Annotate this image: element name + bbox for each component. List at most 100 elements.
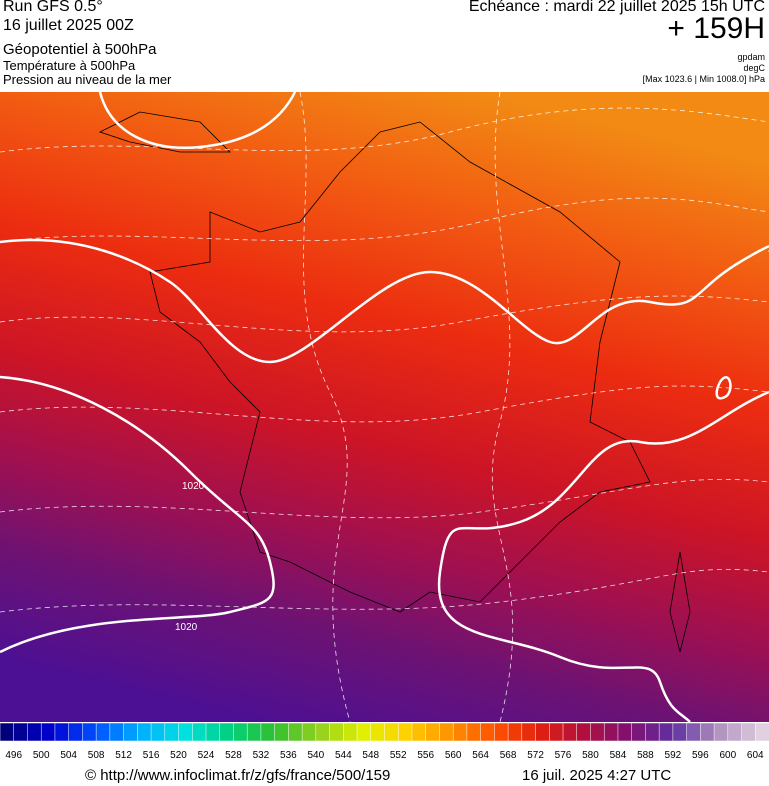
colorbar-label: 516 xyxy=(143,750,160,761)
color-swatch xyxy=(590,723,605,742)
colorbar-label: 544 xyxy=(335,750,352,761)
colorbar-label: 600 xyxy=(719,750,736,761)
colorbar-label: 520 xyxy=(170,750,187,761)
isotherms xyxy=(0,92,769,722)
temperature-field xyxy=(0,92,769,722)
color-swatch xyxy=(343,723,358,742)
colorbar-label: 552 xyxy=(390,750,407,761)
color-swatch xyxy=(246,723,262,742)
color-swatch xyxy=(617,723,633,742)
color-swatch xyxy=(13,723,29,742)
color-swatch xyxy=(425,723,441,742)
color-swatch xyxy=(356,723,372,742)
footer-url: © http://www.infoclimat.fr/z/gfs/france/… xyxy=(85,767,391,784)
color-swatch xyxy=(301,723,317,742)
color-swatch xyxy=(713,723,729,742)
color-swatch xyxy=(178,723,193,742)
color-swatch xyxy=(755,723,769,742)
run: Run GFS 0.5° xyxy=(3,0,103,15)
colorbar-label: 560 xyxy=(445,750,462,761)
color-swatch xyxy=(494,723,509,742)
color-swatch xyxy=(164,723,180,742)
color-swatch xyxy=(82,723,97,742)
colorbar-label: 564 xyxy=(472,750,489,761)
color-swatch xyxy=(150,723,166,742)
color-swatch xyxy=(205,723,221,742)
contour-label: 1020 xyxy=(182,481,205,492)
color-swatch xyxy=(384,723,399,742)
color-swatch xyxy=(192,723,207,742)
colorbar-label: 588 xyxy=(637,750,654,761)
color-swatch xyxy=(576,723,592,742)
color-swatch xyxy=(274,723,290,742)
color-swatch xyxy=(137,723,152,742)
color-swatch xyxy=(521,723,537,742)
color-swatch xyxy=(233,723,248,742)
color-swatch xyxy=(411,723,427,742)
colorbar-label: 576 xyxy=(555,750,572,761)
color-swatch xyxy=(288,723,303,742)
isobars xyxy=(0,92,769,722)
color-swatch xyxy=(397,723,413,742)
colorbar-label: 556 xyxy=(417,750,434,761)
color-swatch xyxy=(603,723,619,742)
color-swatch xyxy=(535,723,551,742)
color-swatch xyxy=(0,723,15,742)
color-swatch xyxy=(439,723,454,742)
color-swatch xyxy=(452,723,468,742)
color-swatch xyxy=(549,723,564,742)
range: [Max 1023.6 | Min 1008.0] hPa xyxy=(642,74,765,84)
field: Pression au niveau de la mer xyxy=(3,72,172,87)
map: 1020 1020 xyxy=(0,92,769,722)
borders xyxy=(98,111,691,653)
colorbar-label: 548 xyxy=(362,750,379,761)
color-swatch xyxy=(95,723,111,742)
color-swatch xyxy=(370,723,386,742)
field: Température à 500hPa xyxy=(3,58,136,73)
colorbar-label: 536 xyxy=(280,750,297,761)
color-swatch xyxy=(672,723,688,742)
colorbar-label: 512 xyxy=(115,750,132,761)
color-swatch xyxy=(700,723,715,742)
colorbar-label: 524 xyxy=(198,750,215,761)
color-swatch xyxy=(727,723,743,742)
offset: + 159H xyxy=(667,12,765,45)
color-swatch xyxy=(686,723,702,742)
color-swatch xyxy=(315,723,331,742)
color-swatch xyxy=(645,723,660,742)
color-swatch xyxy=(40,723,56,742)
color-swatch xyxy=(631,723,647,742)
run-date: 16 juillet 2025 00Z xyxy=(3,17,134,34)
unit: degC xyxy=(743,63,765,73)
colorbar-label: 496 xyxy=(5,750,22,761)
color-swatch xyxy=(54,723,70,742)
colorbar-label: 568 xyxy=(500,750,517,761)
colorbar-label: 500 xyxy=(33,750,50,761)
color-swatch xyxy=(27,723,42,742)
color-swatch xyxy=(123,723,139,742)
colorbar-label: 592 xyxy=(665,750,682,761)
color-swatch xyxy=(562,723,578,742)
colorbar-label: 508 xyxy=(88,750,105,761)
color-swatch xyxy=(109,723,125,742)
colorbar-label: 584 xyxy=(610,750,627,761)
echeance: Echéance : mardi 22 juillet 2025 15h UTC xyxy=(468,0,765,15)
color-swatch xyxy=(260,723,276,742)
color-swatch xyxy=(507,723,523,742)
colorbar-label: 528 xyxy=(225,750,242,761)
color-swatch xyxy=(658,723,674,742)
color-swatch xyxy=(480,723,496,742)
colorbar-label: 532 xyxy=(253,750,270,761)
colorbar-label: 596 xyxy=(692,750,709,761)
colorbar: 496 500 504 508 512 516 520 524 528 532 536 540 544 5… xyxy=(0,723,769,761)
field: Géopotentiel à 500hPa xyxy=(3,41,157,58)
color-swatch xyxy=(68,723,84,742)
footer-stamp: 16 juil. 2025 4:27 UTC xyxy=(522,767,672,784)
colorbar-label: 540 xyxy=(307,750,324,761)
colorbar-label: 572 xyxy=(527,750,544,761)
colorbar-label: 580 xyxy=(582,750,599,761)
color-swatch xyxy=(466,723,482,742)
color-swatch xyxy=(219,723,235,742)
colorbar-label: 504 xyxy=(60,750,77,761)
